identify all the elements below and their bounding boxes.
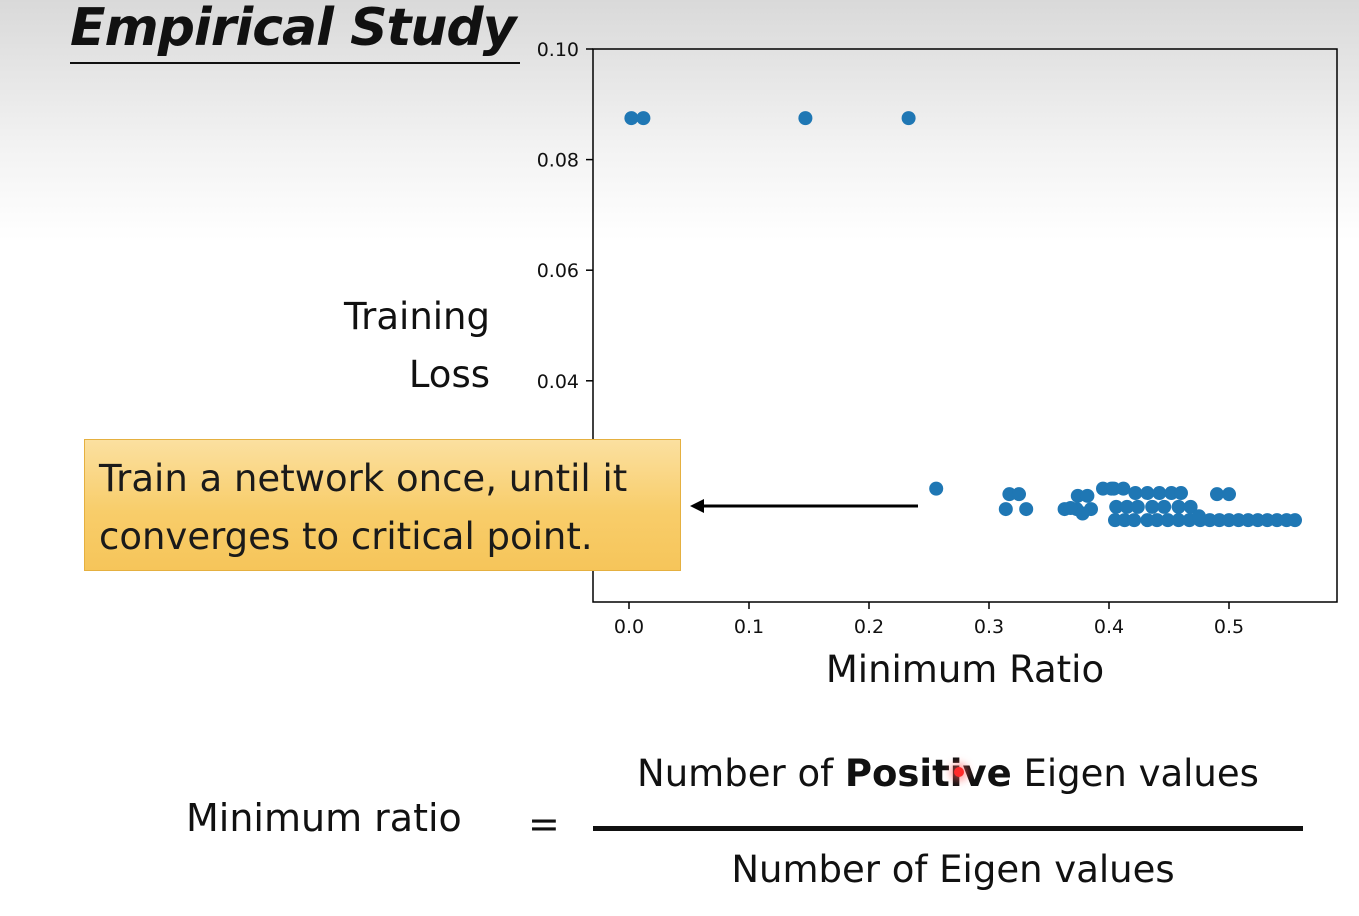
data-point <box>1202 513 1217 528</box>
data-point <box>1157 499 1172 514</box>
data-point <box>1164 486 1179 501</box>
callout-line-2: converges to critical point. <box>99 515 593 558</box>
x-ticks: 0.0 0.1 0.2 0.3 0.4 0.5 <box>614 602 1244 638</box>
data-point <box>1116 481 1131 496</box>
y-ticks: 0.020.040.060.080.10 <box>537 39 593 503</box>
data-point <box>1270 513 1284 528</box>
numerator-post: Eigen values <box>1011 752 1259 795</box>
data-point <box>624 111 639 126</box>
data-point <box>1012 487 1026 502</box>
formula-numerator: Number of Positive Eigen values <box>593 752 1303 795</box>
formula-denominator: Number of Eigen values <box>731 848 1175 891</box>
data-point <box>1288 513 1302 528</box>
numerator-bold: Positive <box>844 752 1012 795</box>
formula-lhs: Minimum ratio <box>186 796 462 840</box>
data-point <box>1145 499 1160 514</box>
data-point <box>1128 486 1143 501</box>
data-point <box>1002 487 1017 502</box>
data-point <box>1152 486 1167 501</box>
data-point <box>1210 487 1224 502</box>
data-point <box>1150 513 1164 528</box>
data-point <box>901 111 916 126</box>
data-point <box>1174 486 1188 501</box>
y-axis-label-line2: Loss <box>408 353 490 396</box>
y-tick-label: 0.04 <box>537 371 579 393</box>
data-point <box>1222 487 1236 502</box>
data-point <box>1019 502 1034 517</box>
data-point <box>1171 513 1186 528</box>
callout-box: Train a network once, until it converges… <box>84 439 681 571</box>
x-tick-label: 0.5 <box>1214 616 1244 638</box>
data-point <box>1212 513 1227 528</box>
fraction-bar <box>593 826 1303 831</box>
data-point <box>1250 513 1265 528</box>
data-point <box>1140 513 1155 528</box>
data-point <box>1070 488 1085 503</box>
callout-line-1: Train a network once, until it <box>99 457 628 500</box>
y-axis-label-line1: Training <box>344 295 490 338</box>
data-point <box>1127 513 1142 528</box>
x-tick-label: 0.4 <box>1094 616 1124 638</box>
data-point <box>1109 499 1124 514</box>
data-point <box>1241 513 1256 528</box>
slide-title: Empirical Study <box>70 0 520 64</box>
data-point <box>1063 500 1078 515</box>
data-point <box>1117 513 1132 528</box>
data-point <box>998 502 1013 517</box>
x-tick-label: 0.3 <box>974 616 1004 638</box>
y-axis-label: Training Loss <box>270 288 490 404</box>
data-point <box>1231 513 1246 528</box>
data-point <box>1192 509 1206 524</box>
data-point <box>798 111 813 126</box>
laser-pointer-icon <box>954 767 964 777</box>
data-point <box>1140 486 1155 501</box>
formula-equals: = <box>528 802 560 846</box>
y-tick-label: 0.10 <box>537 39 579 61</box>
y-tick-label: 0.06 <box>537 260 579 282</box>
plot-area-frame <box>592 48 1338 603</box>
x-tick-label: 0.1 <box>734 616 764 638</box>
data-point <box>1183 499 1198 514</box>
x-tick-label: 0.0 <box>614 616 644 638</box>
data-point <box>1171 499 1186 514</box>
data-point <box>636 111 651 126</box>
data-points <box>624 111 1302 528</box>
numerator-pre: Number of <box>637 752 845 795</box>
data-point <box>1120 499 1134 514</box>
data-point <box>1160 513 1175 528</box>
data-point <box>1075 506 1090 521</box>
x-axis-label: Minimum Ratio <box>825 648 1105 691</box>
data-point <box>1260 513 1275 528</box>
data-point <box>1080 488 1095 503</box>
x-tick-label: 0.2 <box>854 616 884 638</box>
data-point <box>1222 513 1236 528</box>
data-point <box>1108 513 1122 528</box>
y-tick-label: 0.08 <box>537 150 579 172</box>
data-point <box>1106 481 1121 496</box>
data-point <box>1130 499 1145 514</box>
data-point <box>929 481 944 496</box>
